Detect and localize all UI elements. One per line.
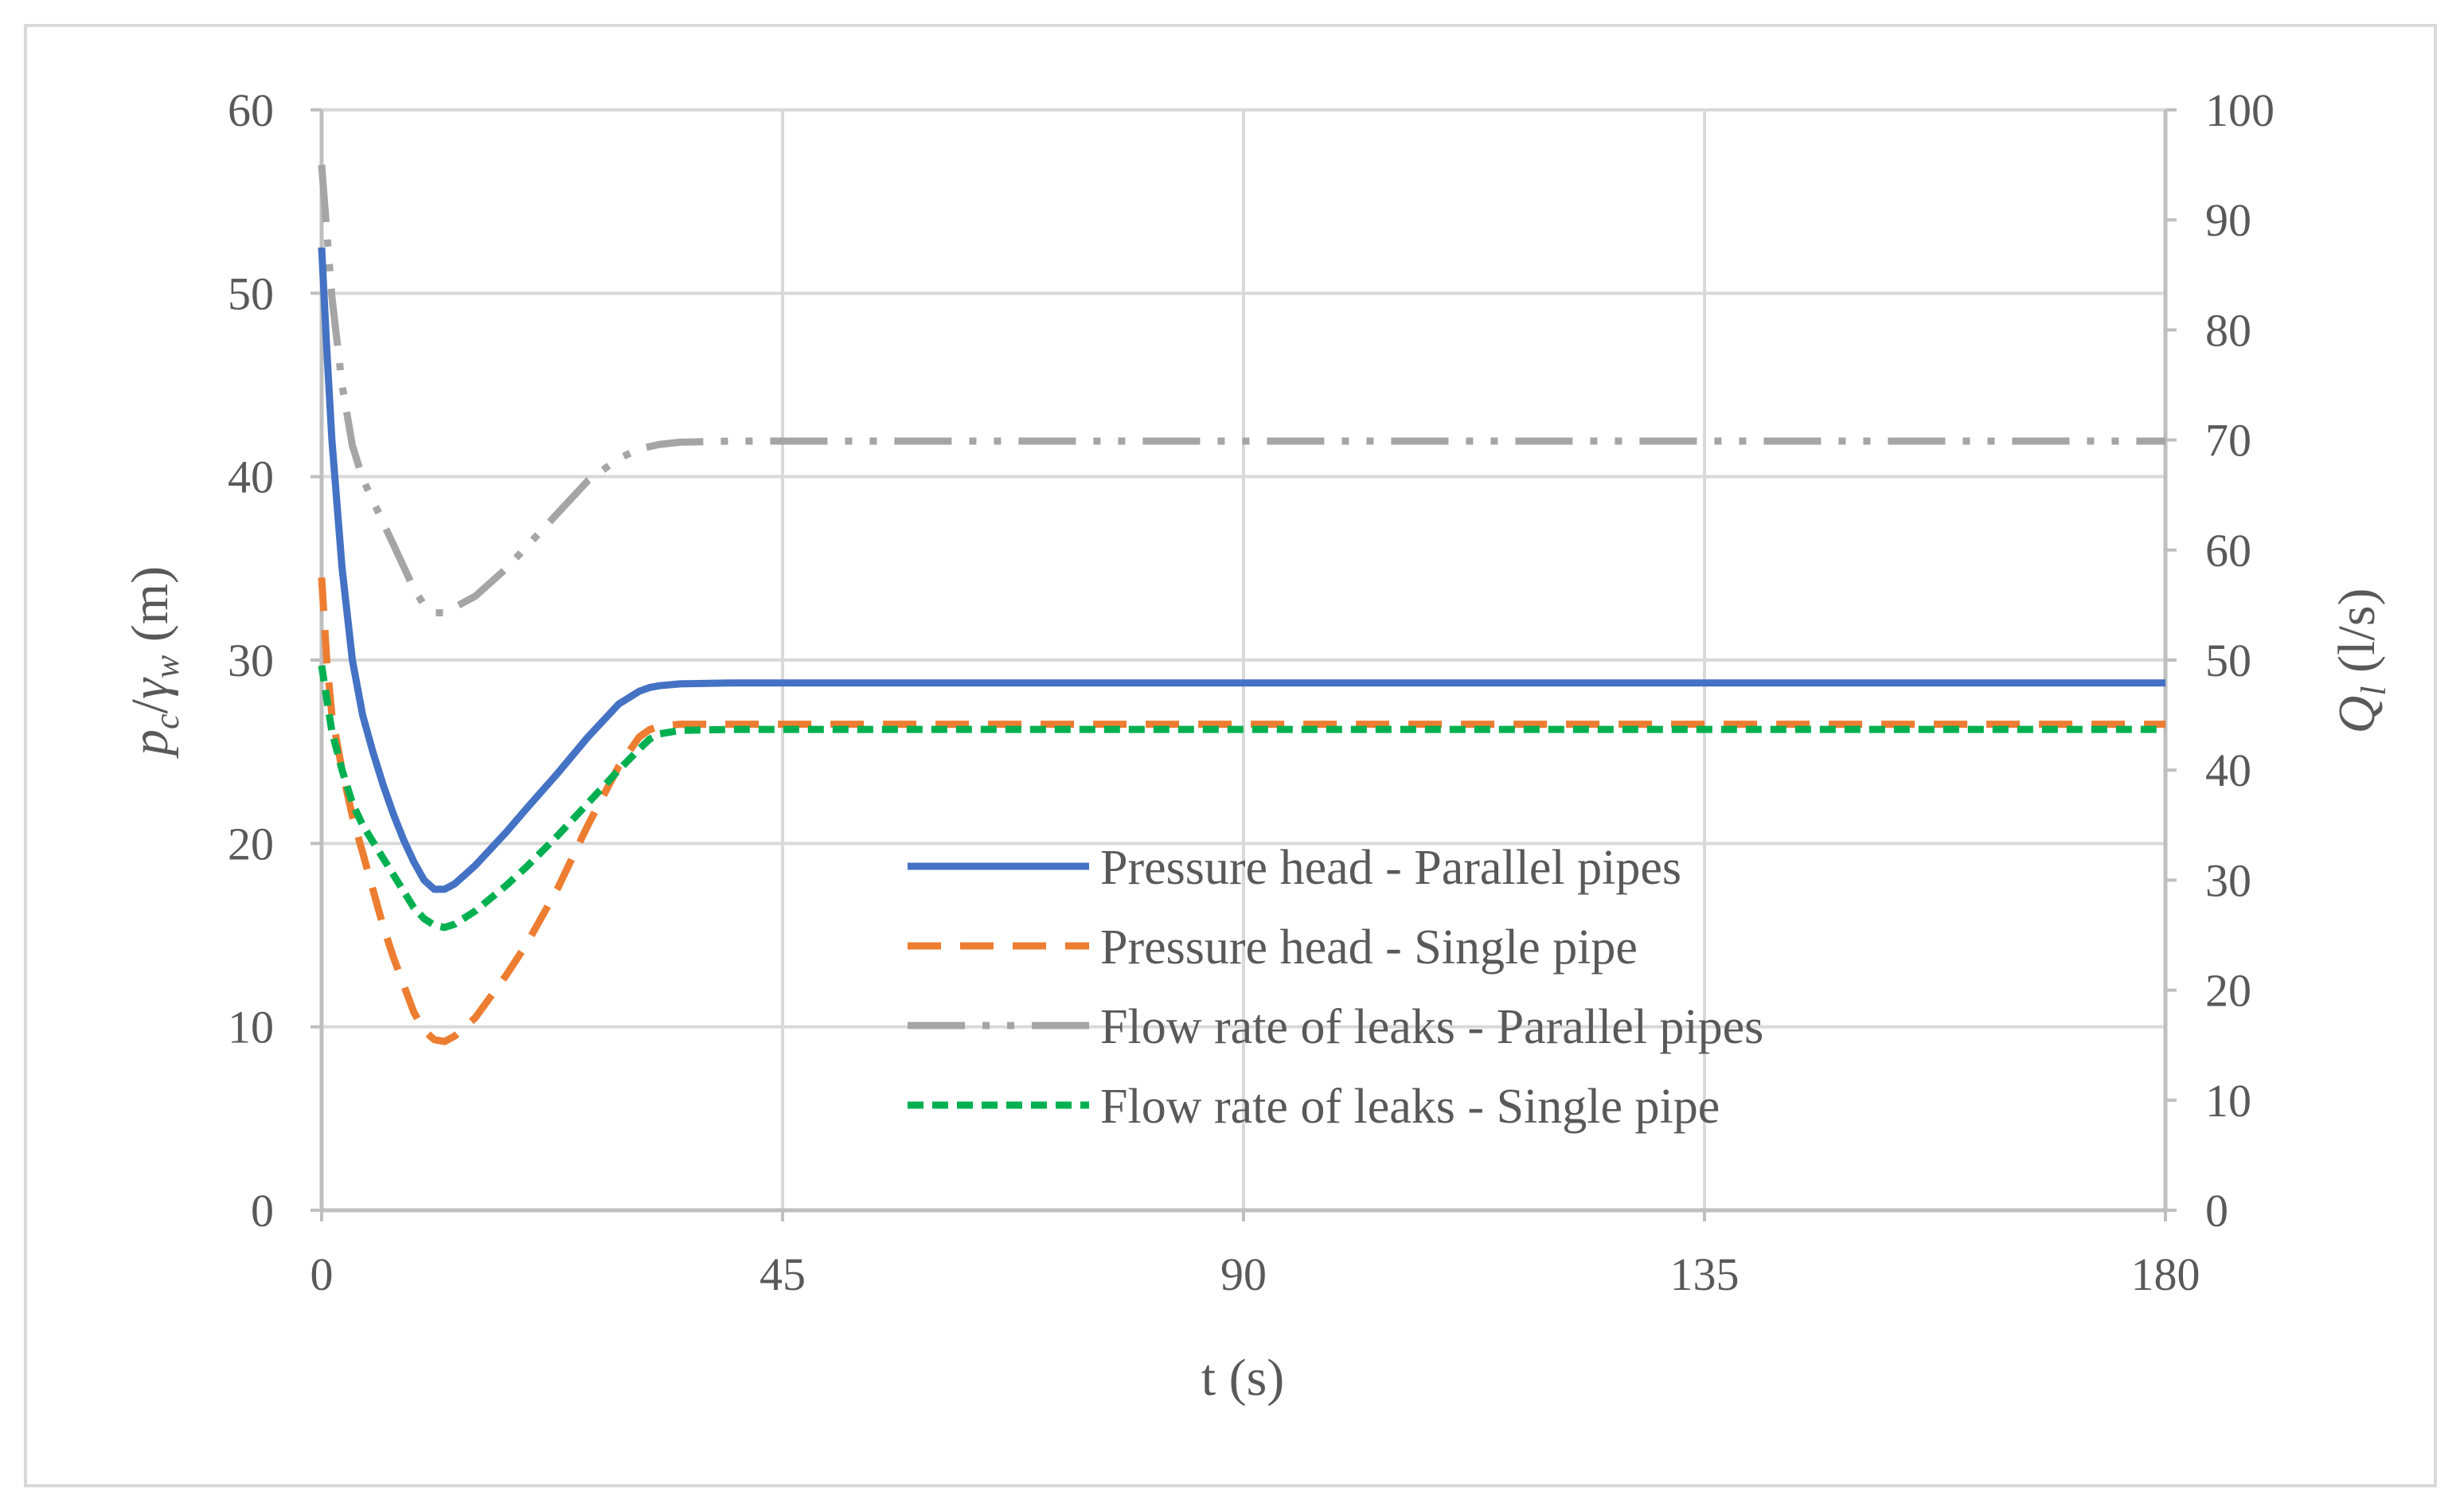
series-lines (318, 164, 2165, 1045)
y-right-tick-label: 90 (2205, 194, 2251, 246)
x-tick-label: 45 (760, 1248, 806, 1300)
x-tick-label: 180 (2131, 1248, 2200, 1300)
y-right-tick-label: 50 (2205, 635, 2251, 686)
legend-label-flow-single: Flow rate of leaks - Single pipe (1100, 1080, 1720, 1134)
y-right-tick-label: 10 (2205, 1075, 2251, 1127)
y-right-tick-label: 20 (2205, 965, 2251, 1017)
y-left-tick-label: 60 (228, 84, 274, 136)
y-left-title-p: p (121, 729, 179, 759)
x-tick-label: 90 (1220, 1248, 1267, 1300)
y-left-title-sub-w: w (147, 654, 186, 678)
y-left-title-sub-c: c (147, 713, 186, 729)
x-tick-label: 0 (310, 1248, 334, 1300)
series-flow-parallel (318, 164, 2165, 617)
x-tick-label: 135 (1670, 1248, 1740, 1300)
legend-label-pressure-parallel: Pressure head - Parallel pipes (1100, 841, 1681, 895)
x-axis-title: t (s) (1201, 1349, 1284, 1407)
y-left-title-unit: (m) (121, 566, 179, 655)
y-left-tick-label: 0 (251, 1185, 274, 1237)
series-flow-single (318, 665, 2165, 932)
y-right-tick-label: 100 (2205, 84, 2275, 136)
y-left-axis-title: pc/γw (m) (121, 566, 186, 759)
series-pressure-parallel (318, 247, 2165, 893)
chart-frame (24, 24, 2437, 1487)
y-left-title-gamma: γ (121, 677, 179, 699)
y-right-tick-label: 30 (2205, 854, 2251, 906)
legend-label-pressure-single: Pressure head - Single pipe (1100, 920, 1638, 975)
y-left-title-slash: / (121, 698, 179, 713)
y-right-tick-label: 0 (2205, 1185, 2228, 1237)
y-right-tick-label: 80 (2205, 304, 2251, 356)
y-right-title-unit: (l/s) (2328, 588, 2386, 686)
y-right-tick-label: 70 (2205, 415, 2251, 467)
y-left-tick-label: 40 (228, 451, 274, 503)
y-right-tick-label: 40 (2205, 744, 2251, 796)
series-pressure-single (318, 577, 2165, 1045)
y-right-axis-title: Ql (l/s) (2328, 588, 2393, 734)
y-right-tick-label: 60 (2205, 525, 2251, 576)
legend-label-flow-parallel: Flow rate of leaks - Parallel pipes (1100, 1000, 1763, 1054)
legend: Pressure head - Parallel pipes Pressure … (908, 841, 1763, 1134)
tick-labels: 0 10 20 30 40 50 60 0 10 20 30 40 50 60 70 80 90 100 0 45 90… (228, 84, 2275, 1300)
y-left-tick-label: 10 (228, 1002, 274, 1053)
y-left-tick-label: 20 (228, 818, 274, 869)
y-left-tick-label: 30 (228, 635, 274, 686)
y-right-title-sub-l: l (2354, 686, 2393, 695)
y-left-tick-label: 50 (228, 268, 274, 319)
y-right-title-q: Q (2328, 696, 2386, 734)
